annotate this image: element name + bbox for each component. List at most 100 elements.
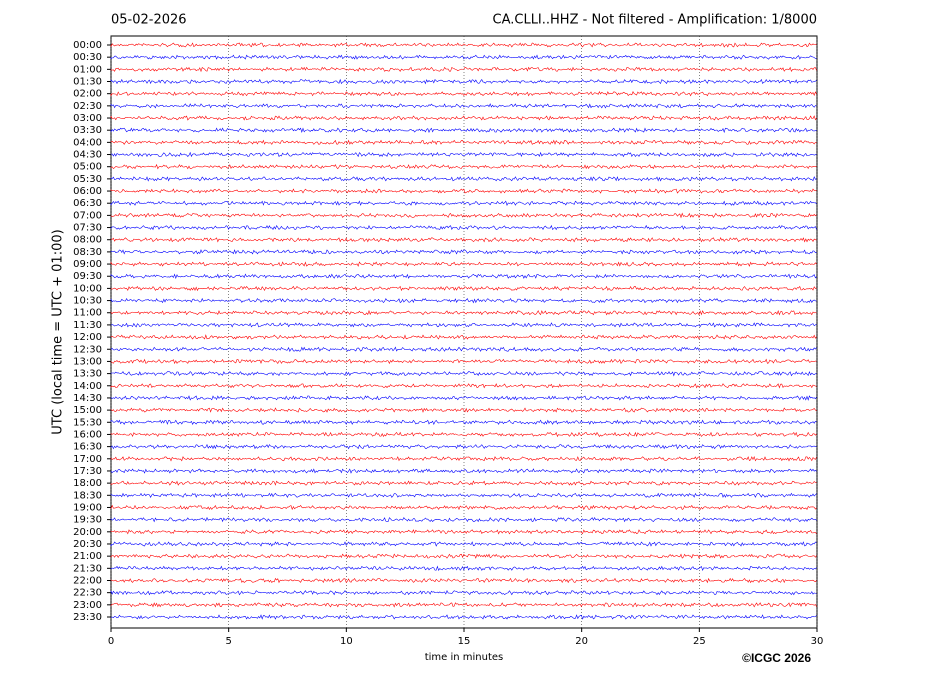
trace <box>110 346 817 352</box>
y-tick-label: 09:30 <box>73 271 102 282</box>
y-tick-label: 17:30 <box>73 466 102 477</box>
x-axis-label: time in minutes <box>425 652 504 663</box>
y-tick-label: 21:00 <box>73 551 102 562</box>
y-tick-label: 18:30 <box>73 490 102 501</box>
trace <box>110 322 817 328</box>
trace <box>110 176 817 182</box>
trace <box>110 358 817 365</box>
y-tick-label: 19:00 <box>73 502 102 513</box>
trace <box>110 419 817 425</box>
x-tick-label: 10 <box>340 636 353 647</box>
y-tick-label: 01:00 <box>73 64 102 75</box>
y-tick-label: 12:00 <box>73 332 102 343</box>
y-tick-label: 00:00 <box>73 40 102 51</box>
trace <box>110 529 817 535</box>
x-tick-label: 25 <box>693 636 706 647</box>
trace <box>110 212 817 219</box>
y-tick-label: 04:30 <box>73 150 102 161</box>
trace <box>110 42 817 48</box>
y-tick-label: 09:00 <box>73 259 102 270</box>
y-tick-label: 04:00 <box>73 137 102 148</box>
x-tick-label: 0 <box>108 636 114 647</box>
x-tick-label: 5 <box>225 636 231 647</box>
trace <box>110 200 817 206</box>
trace <box>110 139 817 145</box>
y-tick-label: 23:30 <box>73 612 102 623</box>
trace <box>110 431 817 438</box>
trace <box>110 577 817 584</box>
y-tick-label: 11:00 <box>73 308 102 319</box>
y-tick-label: 10:30 <box>73 296 102 307</box>
y-tick-label: 08:30 <box>73 247 102 258</box>
y-tick-label: 21:30 <box>73 563 102 574</box>
trace <box>110 602 817 608</box>
trace <box>110 553 817 559</box>
y-tick-label: 15:30 <box>73 417 102 428</box>
credit: ©ICGC 2026 <box>742 651 811 665</box>
trace <box>110 395 817 401</box>
trace <box>110 589 817 596</box>
trace <box>110 103 817 109</box>
trace <box>110 115 817 121</box>
y-tick-label: 05:30 <box>73 174 102 185</box>
trace <box>110 455 817 462</box>
trace <box>110 188 817 194</box>
x-tick-label: 20 <box>575 636 588 647</box>
y-tick-label: 16:30 <box>73 442 102 453</box>
y-tick-label: 01:30 <box>73 77 102 88</box>
trace <box>110 273 817 280</box>
trace <box>110 249 817 255</box>
trace <box>110 309 817 316</box>
y-tick-label: 18:00 <box>73 478 102 489</box>
trace <box>110 370 817 377</box>
x-tick-label: 15 <box>458 636 471 647</box>
trace <box>110 383 817 389</box>
y-tick-label: 06:00 <box>73 186 102 197</box>
y-tick-label: 07:30 <box>73 223 102 234</box>
y-tick-label: 14:30 <box>73 393 102 404</box>
y-tick-label: 06:30 <box>73 198 102 209</box>
y-tick-label: 02:00 <box>73 89 102 100</box>
y-tick-label: 00:30 <box>73 52 102 63</box>
y-tick-label: 13:30 <box>73 369 102 380</box>
trace <box>110 224 817 231</box>
trace <box>110 614 817 620</box>
date: 05-02-2026 <box>111 13 187 28</box>
y-tick-label: 19:30 <box>73 515 102 526</box>
y-axis-label: UTC (local time = UTC + 01:00) <box>51 229 66 434</box>
y-tick-label: 15:00 <box>73 405 102 416</box>
trace <box>110 480 817 486</box>
x-tick-label: 30 <box>811 636 824 647</box>
y-tick-label: 07:00 <box>73 210 102 221</box>
y-tick-label: 05:00 <box>73 162 102 173</box>
trace <box>110 261 817 267</box>
y-tick-label: 03:00 <box>73 113 102 124</box>
trace <box>110 237 817 243</box>
trace <box>110 504 817 511</box>
y-tick-label: 08:00 <box>73 235 102 246</box>
trace <box>110 334 817 340</box>
y-tick-label: 12:30 <box>73 344 102 355</box>
trace <box>110 54 817 60</box>
y-tick-label: 20:00 <box>73 527 102 538</box>
y-tick-label: 02:30 <box>73 101 102 112</box>
trace <box>110 285 817 292</box>
trace <box>110 565 817 572</box>
trace <box>110 516 817 523</box>
chart-title: CA.CLLI..HHZ - Not filtered - Amplificat… <box>493 13 818 28</box>
trace <box>110 127 817 134</box>
trace <box>110 66 817 73</box>
y-tick-label: 11:30 <box>73 320 102 331</box>
y-tick-label: 13:00 <box>73 356 102 367</box>
trace <box>110 443 817 450</box>
trace <box>110 163 817 170</box>
trace <box>110 468 817 474</box>
y-tick-label: 14:00 <box>73 381 102 392</box>
trace <box>110 151 817 158</box>
y-tick-label: 16:00 <box>73 429 102 440</box>
trace <box>110 91 817 97</box>
trace <box>110 78 817 85</box>
y-tick-label: 17:00 <box>73 454 102 465</box>
y-tick-label: 03:30 <box>73 125 102 136</box>
